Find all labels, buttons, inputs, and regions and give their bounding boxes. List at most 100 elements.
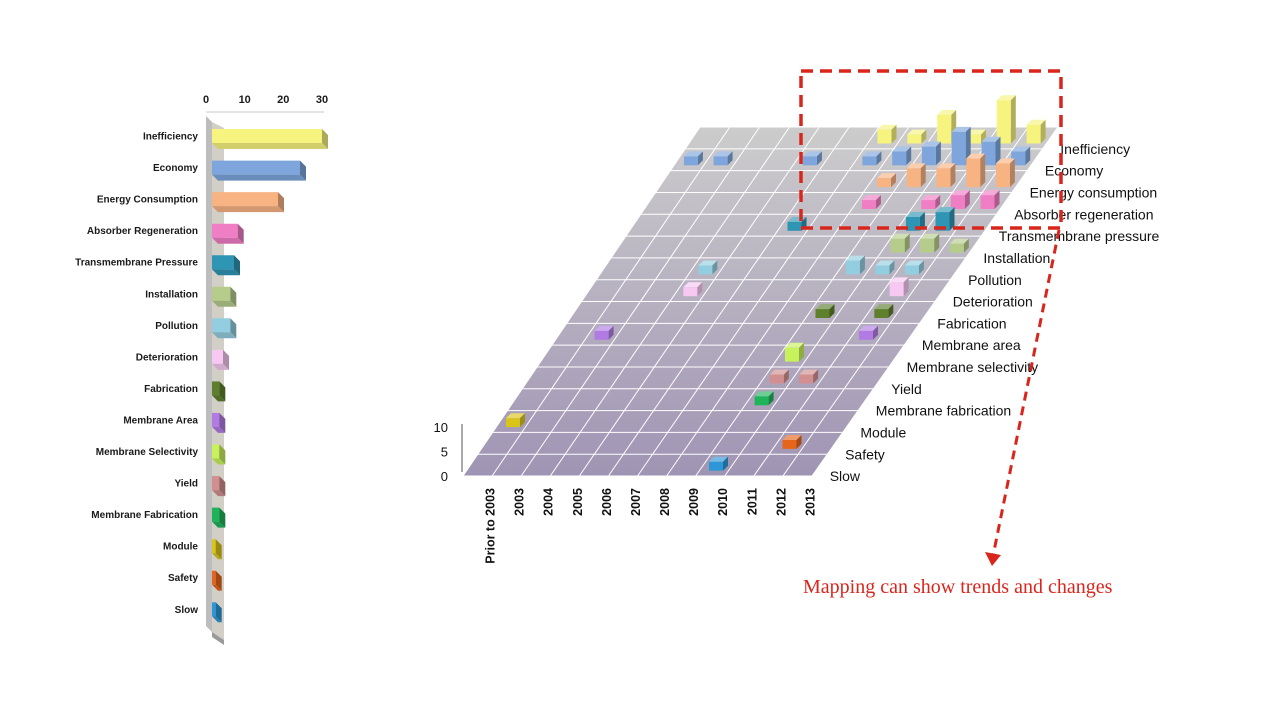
map-bar-front xyxy=(862,156,876,165)
bar-front xyxy=(212,161,300,175)
bar-installation xyxy=(212,287,236,307)
category-label-installation: Installation xyxy=(145,289,198,300)
bar-front xyxy=(212,508,219,522)
bar-inefficiency xyxy=(212,129,328,149)
bar-front xyxy=(212,287,230,301)
category-label-module: Module xyxy=(163,542,198,553)
year-label-2009: 2009 xyxy=(687,488,701,516)
map-bar-front xyxy=(684,156,698,165)
bar-front xyxy=(212,129,322,143)
category-label-energy-consumption: Energy Consumption xyxy=(97,195,198,206)
map-bar-front xyxy=(905,266,919,275)
bar-front xyxy=(212,602,216,616)
bar-front xyxy=(212,476,219,490)
map-bar-inefficiency-2013 xyxy=(1027,120,1046,144)
map-bar-front xyxy=(874,309,888,318)
bar-front xyxy=(212,445,219,459)
map-bar-front xyxy=(803,156,817,165)
map-bar-absorber-regeneration-2013 xyxy=(981,190,1000,209)
map-bar-front xyxy=(755,396,769,405)
bar-energy-consumption xyxy=(212,192,284,212)
map-bar-side xyxy=(1010,159,1015,188)
trend-map-chart: 0510 Prior to 20032003200420052006200720… xyxy=(434,95,1160,563)
year-label-2008: 2008 xyxy=(658,488,672,516)
row-label-absorber-regeneration: Absorber regeneration xyxy=(1014,206,1153,222)
map-bar-installation-2012 xyxy=(920,234,939,253)
map-bar-front xyxy=(816,309,830,318)
map-bar-front xyxy=(981,195,995,209)
map-bar-front xyxy=(878,130,892,144)
category-label-slow: Slow xyxy=(175,605,199,616)
z-tick-label: 0 xyxy=(441,469,448,484)
map-bar-front xyxy=(595,331,609,340)
x-tick-label: 10 xyxy=(239,94,251,106)
row-label-pollution: Pollution xyxy=(968,272,1022,288)
map-bar-front xyxy=(683,287,697,296)
bar-front xyxy=(212,381,219,395)
map-bar-front xyxy=(907,135,921,144)
row-label-transmembrane-pressure: Transmembrane pressure xyxy=(999,228,1160,244)
map-bar-front xyxy=(846,261,860,275)
row-label-energy-consumption: Energy consumption xyxy=(1030,185,1158,201)
category-label-economy: Economy xyxy=(153,163,198,174)
map-bar-front xyxy=(862,200,876,209)
year-label-2011: 2011 xyxy=(745,488,759,515)
map-bar-pollution-2010 xyxy=(846,256,865,275)
bar-front xyxy=(212,350,223,364)
row-label-membrane-area: Membrane area xyxy=(922,337,1021,353)
category-label-membrane-fabrication: Membrane Fabrication xyxy=(91,510,198,521)
map-bar-front xyxy=(907,168,921,187)
category-label-transmembrane-pressure: Transmembrane Pressure xyxy=(75,258,198,269)
map-bar-energy-consumption-2011 xyxy=(936,163,955,187)
map-bar-front xyxy=(996,164,1010,188)
left-chart-bars xyxy=(212,129,328,622)
row-label-membrane-selectivity: Membrane selectivity xyxy=(907,359,1039,375)
map-bar-side xyxy=(1011,95,1016,143)
year-label-2007: 2007 xyxy=(629,488,643,516)
category-label-safety: Safety xyxy=(168,573,198,584)
x-tick-label: 0 xyxy=(203,94,209,106)
category-label-absorber-regeneration: Absorber Regeneration xyxy=(87,226,198,237)
map-bar-front xyxy=(875,266,889,275)
left-chart-x-ticks: 0102030 xyxy=(203,94,328,106)
row-label-installation: Installation xyxy=(983,250,1050,266)
map-bar-front xyxy=(950,244,964,253)
map-bar-front xyxy=(799,375,813,384)
wall-side xyxy=(206,116,212,632)
map-bar-front xyxy=(937,115,951,144)
map-bar-front xyxy=(698,266,712,275)
bar-front xyxy=(212,413,219,427)
category-label-membrane-area: Membrane Area xyxy=(123,415,198,426)
map-bar-economy-2010 xyxy=(922,142,941,166)
row-label-yield: Yield xyxy=(891,381,922,397)
row-label-economy: Economy xyxy=(1045,163,1103,179)
map-bar-energy-consumption-2010 xyxy=(907,163,926,187)
annotation-caption: Mapping can show trends and changes xyxy=(803,576,1113,598)
map-bar-front xyxy=(922,147,936,166)
year-label-2006: 2006 xyxy=(600,488,614,516)
row-label-inefficiency: Inefficiency xyxy=(1060,141,1130,157)
map-bar-front xyxy=(783,440,797,449)
map-bar-front xyxy=(709,462,723,471)
map-year-labels: Prior to 2003200320042005200620072008200… xyxy=(484,488,818,564)
map-bar-front xyxy=(877,178,891,187)
bar-transmembrane-pressure xyxy=(212,255,240,275)
bar-front xyxy=(212,255,234,269)
z-tick-label: 5 xyxy=(441,445,448,460)
map-bar-membrane-selectivity-2010 xyxy=(785,343,804,362)
bar-bottom xyxy=(212,206,284,212)
map-bar-front xyxy=(714,156,728,165)
map-bar-front xyxy=(770,375,784,384)
row-label-safety: Safety xyxy=(845,446,885,462)
map-bar-front xyxy=(891,239,905,253)
map-bar-economy-2009 xyxy=(892,147,911,166)
year-label-2010: 2010 xyxy=(716,488,730,516)
bar-front xyxy=(212,224,238,238)
map-bar-front xyxy=(892,152,906,166)
x-tick-label: 20 xyxy=(277,94,289,106)
map-bar-front xyxy=(1027,125,1041,144)
left-chart-category-labels: InefficiencyEconomyEnergy ConsumptionAbs… xyxy=(75,132,198,616)
map-bar-front xyxy=(920,239,934,253)
row-label-membrane-fabrication: Membrane fabrication xyxy=(876,403,1011,419)
year-label-2003: 2003 xyxy=(513,488,527,516)
